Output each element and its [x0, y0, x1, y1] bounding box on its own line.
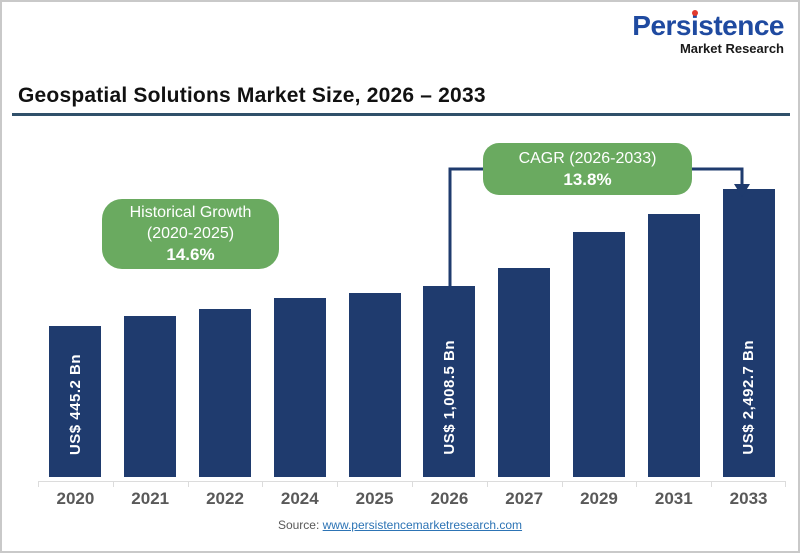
bar-2025 [348, 293, 401, 477]
x-axis: 2020 2021 2022 2024 2025 2026 2027 2029 2031 2033 [38, 481, 786, 509]
bar-2020: US$ 445.2 Bn [49, 326, 102, 477]
title-underline [12, 113, 790, 116]
logo-red-dot-i: i [691, 10, 699, 41]
bar-2024 [273, 298, 326, 477]
x-tick-label-2022: 2022 [187, 482, 263, 509]
bar-column-2027 [487, 268, 562, 477]
cagr-value: 13.8% [563, 169, 612, 189]
logo-brand-pre: Pers [632, 10, 691, 41]
bar-column-2020: US$ 445.2 Bn [38, 326, 113, 477]
historical-growth-value: 14.6% [166, 245, 215, 264]
historical-growth-callout: Historical Growth (2020-2025) 14.6% [102, 199, 279, 269]
bar-column-2033: US$ 2,492.7 Bn [711, 189, 786, 477]
bar-column-2024 [262, 298, 337, 477]
x-tick-label-2021: 2021 [112, 482, 188, 509]
bar-2029 [572, 232, 625, 477]
bar-series: US$ 445.2 Bn US$ 1,008.5 Bn US$ 2,492.7 Bn [38, 189, 786, 477]
bar-column-2029 [562, 232, 637, 477]
x-tick-label-2027: 2027 [486, 482, 562, 509]
bar-column-2022 [188, 309, 263, 477]
source-line: Source: www.persistencemarketresearch.co… [2, 518, 798, 532]
bar-column-2021 [113, 316, 188, 477]
x-tick-label-2025: 2025 [337, 482, 412, 509]
logo-tagline: Market Research [679, 41, 784, 56]
x-tick-label-2026: 2026 [411, 482, 487, 509]
bar-2026: US$ 1,008.5 Bn [423, 286, 476, 477]
x-tick-label-2020: 2020 [38, 482, 113, 509]
bar-2021 [124, 316, 177, 477]
cagr-callout: CAGR (2026-2033) 13.8% [483, 143, 692, 195]
x-tick-label-2029: 2029 [561, 482, 637, 509]
bar-2033: US$ 2,492.7 Bn [722, 189, 775, 477]
bar-2022 [198, 309, 251, 477]
x-tick-label-2033: 2033 [711, 482, 786, 509]
x-tick-label-2024: 2024 [262, 482, 337, 509]
logo: Persistence Market Research [632, 12, 784, 56]
bar-2031 [647, 214, 700, 477]
historical-growth-line2: (2020-2025) [146, 225, 235, 242]
cagr-line1: CAGR (2026-2033) [518, 149, 657, 167]
page-title: Geospatial Solutions Market Size, 2026 –… [18, 84, 486, 107]
logo-brand: Persistence [632, 12, 784, 40]
bar-2027 [498, 268, 551, 477]
source-label: Source: [277, 518, 320, 532]
logo-brand-post: stence [698, 10, 784, 41]
bar-column-2026: US$ 1,008.5 Bn [412, 286, 487, 477]
historical-growth-line1: Historical Growth [129, 204, 252, 221]
x-tick-label-2031: 2031 [636, 482, 711, 509]
bar-column-2031 [636, 214, 711, 477]
source-link[interactable]: www.persistencemarketresearch.com [322, 518, 523, 532]
bar-column-2025 [337, 293, 412, 477]
